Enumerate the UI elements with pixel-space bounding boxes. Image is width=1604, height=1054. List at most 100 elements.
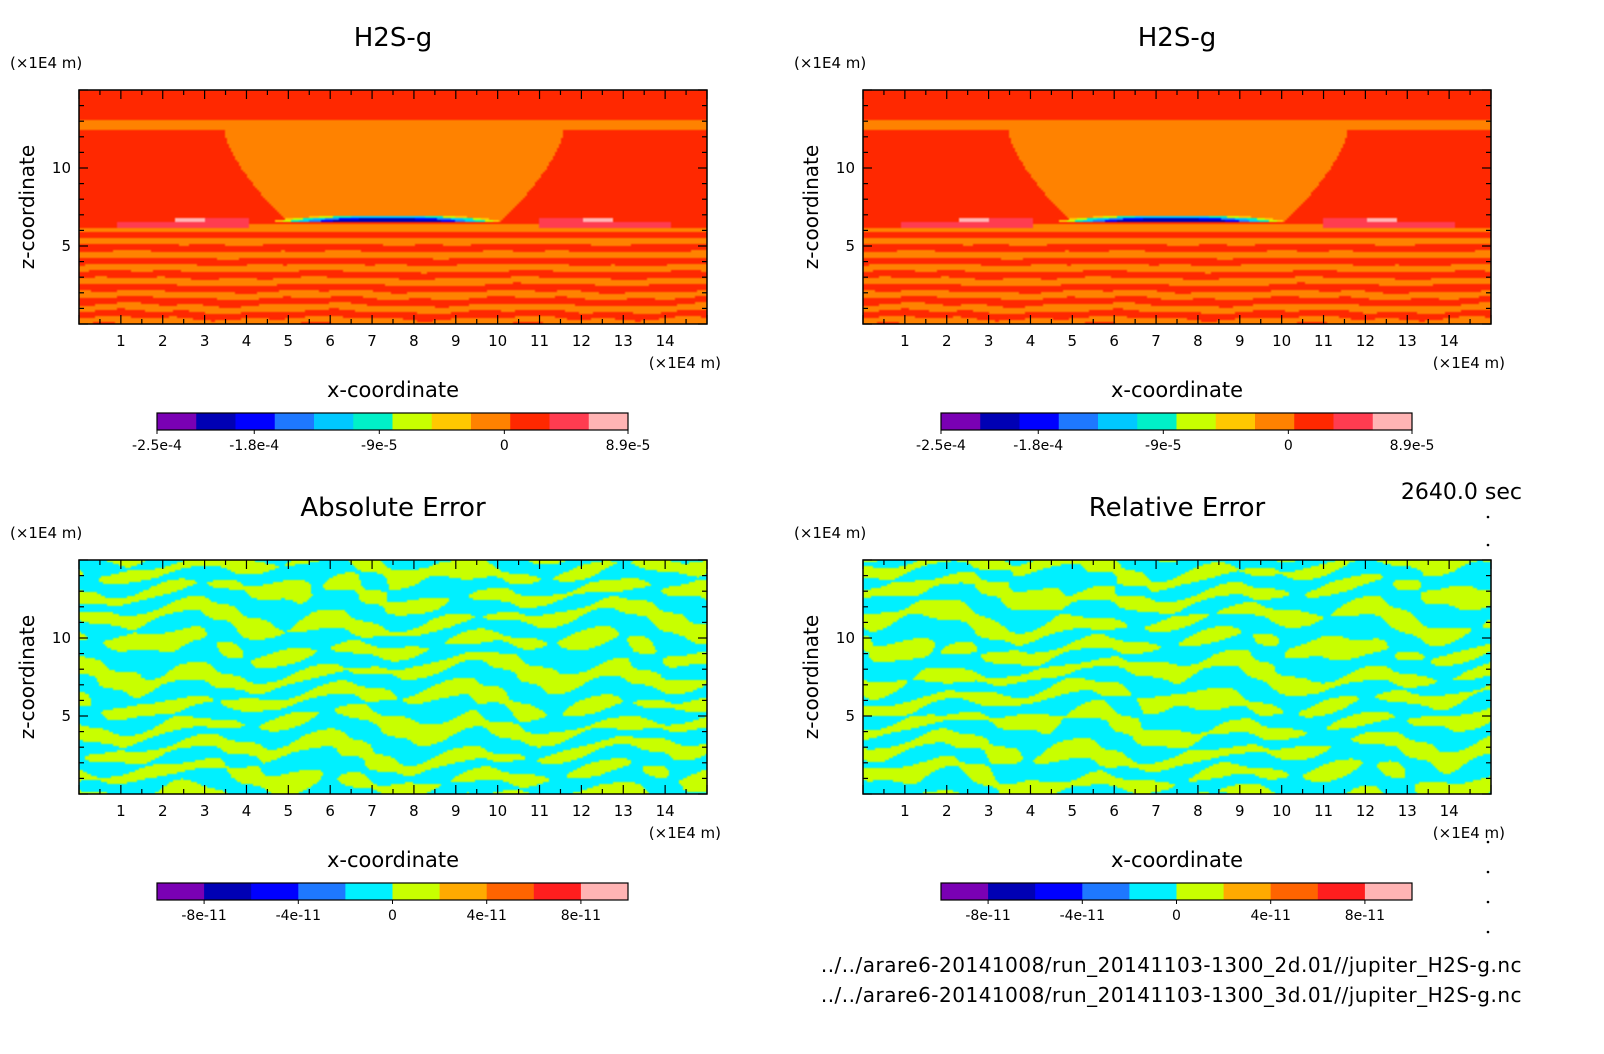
z-tick-label: 5 xyxy=(61,707,71,725)
colorbar-tick-label: -1.8e-4 xyxy=(1013,438,1063,454)
z-tick-label: 5 xyxy=(61,237,71,255)
colorbar-swatch xyxy=(235,413,276,430)
colorbar-tick-label: 4e-11 xyxy=(1251,908,1291,924)
x-tick-label: 2 xyxy=(158,332,168,350)
colorbar-swatch xyxy=(1019,413,1060,430)
colorbar: -8e-11 -4e-11 0 4e-11 8e-11 xyxy=(156,882,629,924)
edge-dot xyxy=(1486,840,1490,844)
colorbar-swatch xyxy=(353,413,393,430)
x-tick-label: 14 xyxy=(1440,802,1459,820)
x-tick-label: 10 xyxy=(1272,332,1291,350)
colorbar-swatch xyxy=(980,413,1020,430)
colorbar-swatch xyxy=(314,413,354,430)
x-axis-label: x-coordinate xyxy=(1111,848,1243,872)
colorbar-swatch xyxy=(392,413,433,430)
x-tick-label: 9 xyxy=(1235,332,1245,350)
x-tick-label: 6 xyxy=(325,802,335,820)
colorbar-tick-label: 0 xyxy=(500,438,509,454)
colorbar-swatch xyxy=(157,883,205,900)
x-tick-label: 6 xyxy=(1109,802,1119,820)
x-tick-label: 11 xyxy=(1314,802,1333,820)
x-tick-label: 4 xyxy=(1026,802,1036,820)
colorbar-swatch xyxy=(1270,883,1319,900)
colorbar-swatch xyxy=(1372,413,1413,430)
x-tick-label: 3 xyxy=(200,332,210,350)
x-tick-label: 5 xyxy=(284,332,294,350)
x-tick-label: 6 xyxy=(1109,332,1119,350)
colorbar: -2.5e-4 -1.8e-4 -9e-5 0 8.9e-5 xyxy=(132,412,650,454)
colorbar-tick-label: -8e-11 xyxy=(181,908,226,924)
heatmap-image xyxy=(863,90,1491,324)
chart-title: Relative Error xyxy=(1089,493,1266,523)
z-tick-label: 5 xyxy=(845,707,855,725)
colorbar-swatch xyxy=(1317,883,1366,900)
x-tick-label: 3 xyxy=(200,802,210,820)
colorbar-swatch xyxy=(1176,413,1217,430)
colorbar-tick-label: -4e-11 xyxy=(1060,908,1105,924)
heatmap-image xyxy=(79,90,707,324)
colorbar-swatch xyxy=(1364,883,1413,900)
x-tick-label: 12 xyxy=(1356,802,1375,820)
colorbar-frame xyxy=(156,412,629,431)
colorbar-tick-label: 0 xyxy=(1172,908,1181,924)
colorbar: -8e-11 -4e-11 0 4e-11 8e-11 xyxy=(940,882,1413,924)
colorbar-swatch xyxy=(988,883,1036,900)
x-tick-label: 11 xyxy=(530,802,549,820)
x-tick-label: 1 xyxy=(900,802,910,820)
x-tick-label: 2 xyxy=(942,802,952,820)
colorbar-swatch xyxy=(1082,883,1130,900)
colorbar-swatch xyxy=(1137,413,1177,430)
x-tick-label: 13 xyxy=(614,802,633,820)
colorbar-tick-label: 0 xyxy=(1284,438,1293,454)
colorbar-swatch xyxy=(941,883,989,900)
z-tick-label: 10 xyxy=(836,629,855,647)
edge-dot xyxy=(1486,930,1490,934)
x-tick-label: 5 xyxy=(284,802,294,820)
x-tick-label: 14 xyxy=(656,332,675,350)
x-tick-label: 8 xyxy=(409,332,419,350)
colorbar-swatch xyxy=(196,413,236,430)
colorbar-swatch xyxy=(345,883,393,900)
x-tick-label: 12 xyxy=(1356,332,1375,350)
x-tick-label: 3 xyxy=(984,802,994,820)
chart-panel-1: H2S-g(×1E4 m)1 2 3 4 5 6 7 8 9 10 11 12 13 14510(×1E4… xyxy=(10,23,721,454)
x-tick-label: 8 xyxy=(1193,332,1203,350)
x-tick-label: 7 xyxy=(367,332,377,350)
x-tick-label: 4 xyxy=(1026,332,1036,350)
x-tick-label: 14 xyxy=(1440,332,1459,350)
x-axis-label: x-coordinate xyxy=(1111,378,1243,402)
edge-dot xyxy=(1486,515,1490,519)
x-tick-label: 7 xyxy=(1151,332,1161,350)
x-tick-label: 12 xyxy=(572,802,591,820)
colorbar-tick-label: 4e-11 xyxy=(467,908,507,924)
x-tick-label: 5 xyxy=(1068,332,1078,350)
colorbar-swatch xyxy=(588,413,629,430)
colorbar-swatch xyxy=(1294,413,1334,430)
heatmap-image xyxy=(863,560,1491,794)
colorbar-tick-label: 0 xyxy=(388,908,397,924)
colorbar-swatch xyxy=(431,413,472,430)
chart-panel-3: Absolute Error(×1E4 m)1 2 3 4 5 6 7 8 9 10 11 12 13 1… xyxy=(10,493,721,924)
x-tick-label: 2 xyxy=(158,802,168,820)
chart-title: H2S-g xyxy=(354,23,432,53)
x-tick-label: 6 xyxy=(325,332,335,350)
x-unit-label: (×1E4 m) xyxy=(1433,824,1505,842)
z-unit-label: (×1E4 m) xyxy=(794,54,866,72)
colorbar-tick-label: -4e-11 xyxy=(276,908,321,924)
z-tick-label: 10 xyxy=(836,159,855,177)
z-tick-label: 10 xyxy=(52,629,71,647)
x-tick-label: 4 xyxy=(242,802,252,820)
colorbar-tick-label: 8e-11 xyxy=(561,908,601,924)
colorbar-swatch xyxy=(392,883,441,900)
x-tick-label: 10 xyxy=(488,802,507,820)
heatmap-image xyxy=(79,560,707,794)
x-tick-label: 8 xyxy=(1193,802,1203,820)
colorbar-swatch xyxy=(486,883,535,900)
x-tick-label: 11 xyxy=(1314,332,1333,350)
x-tick-label: 4 xyxy=(242,332,252,350)
colorbar-tick-label: 8e-11 xyxy=(1345,908,1385,924)
colorbar-swatch xyxy=(549,413,590,430)
x-tick-label: 13 xyxy=(1398,802,1417,820)
x-tick-label: 12 xyxy=(572,332,591,350)
